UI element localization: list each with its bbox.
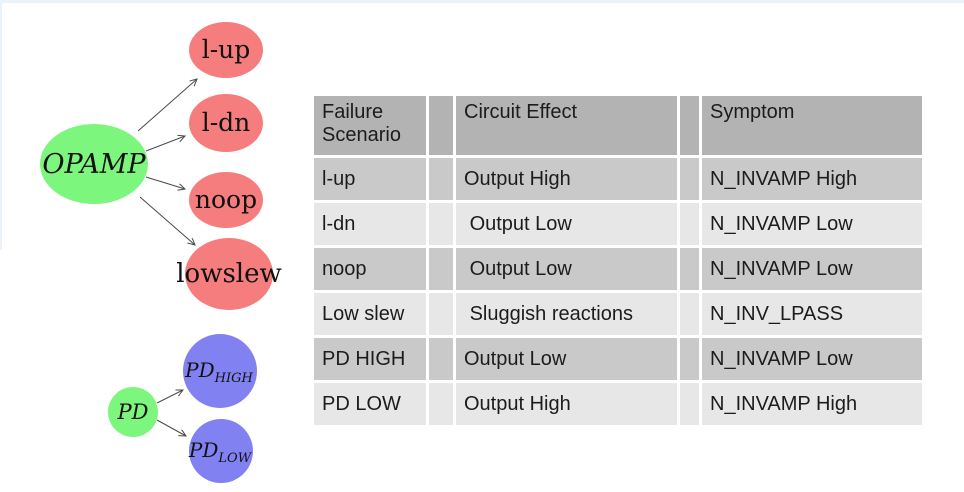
edge-pd-pdlow bbox=[156, 419, 186, 436]
node-noop: noop bbox=[189, 172, 263, 228]
node-noop-label: noop bbox=[195, 185, 257, 214]
spacer-cell bbox=[680, 158, 699, 200]
header-failure-scenario: Failure Scenario bbox=[314, 96, 426, 155]
node-lup: l-up bbox=[189, 22, 263, 78]
node-lup-label: l-up bbox=[202, 35, 251, 64]
node-pdhigh-label-base: PD bbox=[184, 358, 215, 382]
node-pdhigh: PDHIGH bbox=[183, 334, 257, 408]
spacer-cell bbox=[680, 96, 699, 155]
cell-scenario: noop bbox=[314, 248, 426, 290]
cell-symptom: N_INVAMP High bbox=[702, 383, 922, 425]
window-edge-highlight-top bbox=[0, 0, 964, 3]
node-pdlow: PDLOW bbox=[188, 419, 253, 483]
cell-symptom: N_INVAMP High bbox=[702, 158, 922, 200]
node-noop-shape bbox=[189, 172, 263, 228]
cell-effect: Output High bbox=[456, 383, 677, 425]
spacer-cell bbox=[429, 158, 453, 200]
cell-scenario: l-dn bbox=[314, 203, 426, 245]
node-pdlow-label: PDLOW bbox=[188, 438, 253, 466]
edge-opamp-ldn bbox=[145, 136, 185, 152]
node-pdhigh-label-sub: HIGH bbox=[214, 371, 254, 386]
cell-effect: Output Low bbox=[456, 203, 677, 245]
node-pdlow-label-sub: LOW bbox=[217, 451, 252, 466]
node-lup-shape bbox=[189, 22, 263, 78]
spacer-cell bbox=[429, 96, 453, 155]
spacer-cell bbox=[680, 203, 699, 245]
node-pdhigh-label: PDHIGH bbox=[184, 358, 253, 386]
node-lowslew-shape bbox=[185, 238, 273, 310]
failure-scenario-table: Failure Scenario Circuit Effect Symptom … bbox=[314, 96, 922, 425]
edge-opamp-lup bbox=[137, 79, 197, 132]
node-opamp: OPAMP bbox=[40, 124, 148, 204]
node-lowslew: lowslew bbox=[176, 238, 282, 310]
cell-symptom: N_INVAMP Low bbox=[702, 248, 922, 290]
cell-scenario: Low slew bbox=[314, 293, 426, 335]
node-lowslew-label: lowslew bbox=[176, 259, 282, 289]
spacer-cell bbox=[680, 383, 699, 425]
cell-symptom: N_INVAMP Low bbox=[702, 338, 922, 380]
header-circuit-effect: Circuit Effect bbox=[456, 96, 677, 155]
cell-effect: Output Low bbox=[456, 248, 677, 290]
node-pdlow-shape bbox=[189, 419, 253, 483]
edge-opamp-noop bbox=[145, 176, 185, 189]
cell-scenario: PD HIGH bbox=[314, 338, 426, 380]
cell-symptom: N_INVAMP Low bbox=[702, 203, 922, 245]
cell-scenario: l-up bbox=[314, 158, 426, 200]
spacer-cell bbox=[429, 248, 453, 290]
spacer-cell bbox=[680, 293, 699, 335]
spacer-cell bbox=[429, 203, 453, 245]
window-edge-highlight-left bbox=[0, 0, 2, 250]
node-opamp-shape bbox=[40, 124, 148, 204]
fault-tree-diagram: OPAMP l-up l-dn noop lowslew PD PDHIGH P… bbox=[40, 22, 282, 483]
spacer-cell bbox=[429, 293, 453, 335]
edge-pd-pdhigh bbox=[156, 390, 183, 404]
node-ldn: l-dn bbox=[189, 94, 263, 152]
node-ldn-label: l-dn bbox=[202, 108, 251, 137]
cell-effect: Output High bbox=[456, 158, 677, 200]
node-pdlow-label-base: PD bbox=[188, 438, 219, 462]
node-pd: PD bbox=[108, 387, 158, 437]
node-opamp-label: OPAMP bbox=[42, 149, 146, 180]
edge-opamp-lowslew bbox=[139, 196, 195, 245]
cell-scenario: PD LOW bbox=[314, 383, 426, 425]
node-pd-label: PD bbox=[117, 400, 149, 424]
spacer-cell bbox=[429, 338, 453, 380]
node-pd-shape bbox=[108, 387, 158, 437]
cell-effect: Sluggish reactions bbox=[456, 293, 677, 335]
node-ldn-shape bbox=[189, 94, 263, 152]
spacer-cell bbox=[680, 338, 699, 380]
spacer-cell bbox=[429, 383, 453, 425]
cell-effect: Output Low bbox=[456, 338, 677, 380]
spacer-cell bbox=[680, 248, 699, 290]
header-symptom: Symptom bbox=[702, 96, 922, 155]
node-pdhigh-shape bbox=[183, 334, 257, 408]
cell-symptom: N_INV_LPASS bbox=[702, 293, 922, 335]
